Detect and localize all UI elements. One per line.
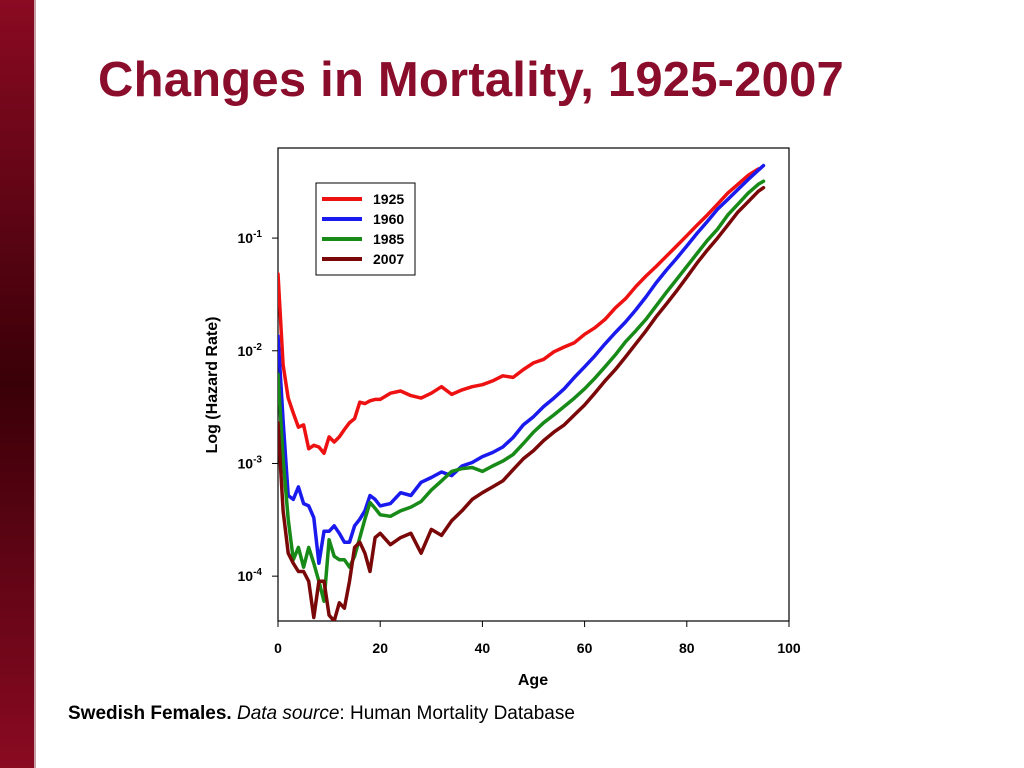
x-tick-label: 80: [679, 640, 695, 656]
caption-rest: : Human Mortality Database: [339, 703, 575, 724]
slide-title: Changes in Mortality, 1925-2007: [98, 53, 845, 107]
series-lines: [278, 163, 766, 621]
x-tick-label: 100: [777, 640, 801, 656]
x-tick-label: 0: [274, 640, 282, 656]
y-axis-label: Log (Hazard Rate): [204, 317, 221, 454]
sidebar-accent: [0, 0, 34, 768]
legend-label-2007: 2007: [373, 251, 404, 267]
caption-italic: Data source: [236, 703, 340, 724]
legend-label-1960: 1960: [373, 211, 404, 227]
sidebar-edge: [34, 0, 36, 768]
caption-bold: Swedish Females.: [68, 703, 232, 724]
series-line-1960: [278, 163, 766, 566]
x-tick-label: 20: [372, 640, 388, 656]
x-tick-label: 60: [577, 640, 593, 656]
y-tick-label: 10-2: [238, 342, 263, 359]
legend: 1925 1960 1985 2007: [315, 182, 416, 276]
legend-label-1925: 1925: [373, 191, 404, 207]
legend-label-1985: 1985: [373, 231, 404, 247]
y-tick-label: 10-1: [238, 229, 263, 246]
y-tick-label: 10-3: [238, 454, 263, 471]
series-line-2007: [278, 185, 766, 621]
series-line-1925: [278, 167, 761, 456]
series-line-1985: [278, 179, 766, 603]
x-tick-label: 40: [475, 640, 491, 656]
caption: Swedish Females. Data source: Human Mort…: [68, 703, 575, 725]
axes: 0 20 40 60 80 100 10-1 10-2 10-3 10-4: [238, 229, 801, 656]
x-axis-label: Age: [518, 672, 548, 689]
y-tick-label: 10-4: [238, 567, 263, 584]
